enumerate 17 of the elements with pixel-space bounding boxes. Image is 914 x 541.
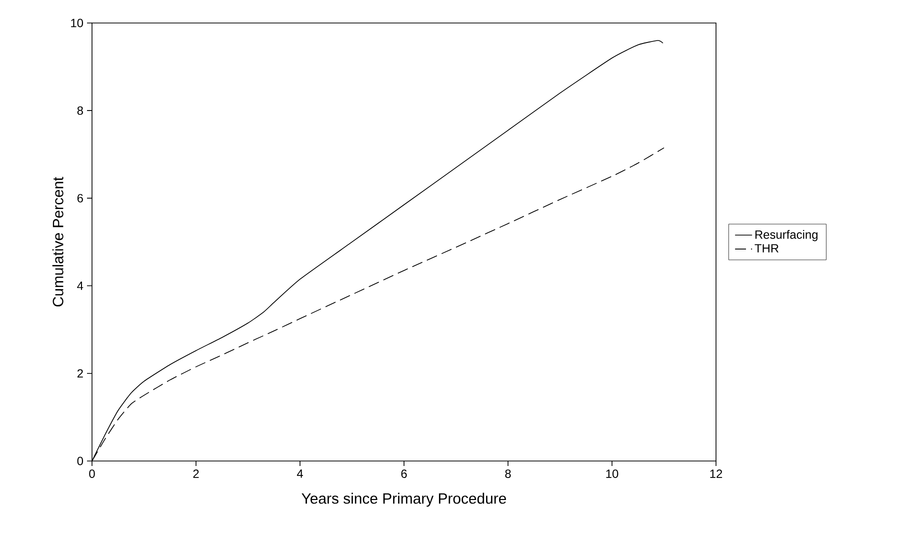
x-axis-title: Years since Primary Procedure xyxy=(302,492,506,507)
x-tick-label: 10 xyxy=(606,470,618,478)
x-tick-label: 6 xyxy=(401,470,407,478)
y-tick-label: 8 xyxy=(77,106,83,115)
x-tick-label: 2 xyxy=(193,470,199,478)
legend-label: Resurfacing xyxy=(755,230,818,242)
y-tick-label: 6 xyxy=(77,194,83,202)
y-tick-label: 10 xyxy=(71,18,84,28)
y-axis-title: Cumulative Percent xyxy=(52,176,64,306)
y-tick-label: 4 xyxy=(77,282,84,290)
x-tick-label: 4 xyxy=(296,470,303,478)
x-tick-label: 8 xyxy=(505,470,511,478)
x-tick-label: 12 xyxy=(710,470,722,478)
y-tick-label: 0 xyxy=(77,456,84,466)
x-tick-label: 0 xyxy=(89,470,95,478)
legend-label: THR xyxy=(754,244,778,252)
y-tick-label: 2 xyxy=(77,369,83,378)
